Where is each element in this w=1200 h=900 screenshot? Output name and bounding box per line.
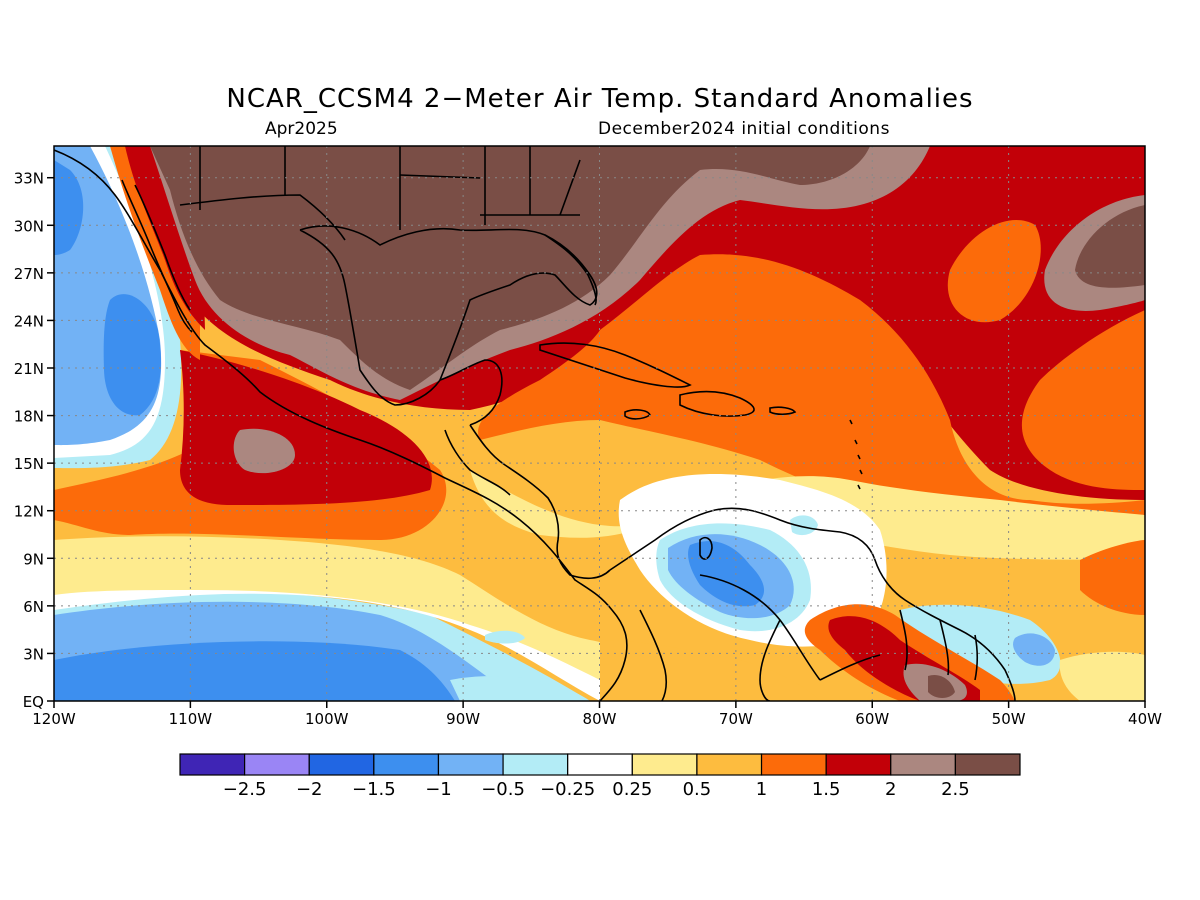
colorbar-label: 2: [885, 779, 896, 800]
y-tick-label: 33N: [14, 170, 44, 188]
anomaly-atlantic-orange-1: [947, 220, 1041, 323]
y-tick-label: 6N: [23, 598, 44, 616]
anomaly-caribbean-orange: [478, 254, 1145, 540]
colorbar-label: −0.25: [540, 779, 595, 800]
x-tick-label: 80W: [583, 710, 617, 728]
anomaly-pacific-lightblue-low: [450, 676, 590, 701]
y-tick-label: 30N: [14, 217, 44, 235]
y-tick-label: 12N: [14, 503, 44, 521]
x-tick-label: 40W: [1128, 710, 1162, 728]
colorbar-swatch: [954, 753, 1021, 776]
colorbar-swatch: [308, 753, 375, 776]
anomaly-east-yellow-low: [1059, 651, 1145, 701]
colorbar-label: −2: [296, 779, 323, 800]
anomaly-calif-blue-dark1: [54, 160, 84, 255]
colorbar-swatch: [825, 753, 892, 776]
anomaly-pacific-yellow: [54, 536, 640, 680]
y-tick-label: 3N: [23, 645, 44, 663]
colorbar-swatch: [696, 753, 763, 776]
init-conditions-label: December2024 initial conditions: [598, 119, 890, 139]
y-tick-label: 21N: [14, 360, 44, 378]
anomaly-pacific-brown-patch: [233, 428, 295, 474]
anomaly-north-darkbrown: [150, 146, 870, 390]
anomaly-pacific-blue-dark: [54, 641, 455, 701]
anomaly-field: [54, 146, 1145, 701]
anomaly-east-orange-edge: [1080, 540, 1145, 615]
colorbar-label: −2.5: [223, 779, 267, 800]
anomaly-caribbean-lightblue-speck: [790, 515, 818, 536]
colorbar-label: 1.5: [812, 779, 841, 800]
colorbar-swatch: [373, 753, 440, 776]
valid-month-label: Apr2025: [265, 119, 338, 139]
anomaly-sa-darkbrown: [928, 674, 955, 698]
colorbar: −2.5 −2 −1.5 −1 −0.5 −0.25 0.25 0.5 1 1.5 2 2.5: [179, 753, 1021, 800]
coastlines: [54, 146, 1016, 701]
map-title: NCAR_CCSM4 2−Meter Air Temp. Standard An…: [226, 84, 974, 114]
colorbar-swatch: [437, 753, 504, 776]
colorbar-label: 0.5: [683, 779, 712, 800]
anomaly-calif-blue-dark2: [103, 294, 161, 416]
colorbar-label: 2.5: [941, 779, 970, 800]
x-tick-label: 60W: [855, 710, 889, 728]
anomaly-guiana-blue: [1013, 633, 1055, 666]
colorbar-swatch: [502, 753, 569, 776]
x-tick-label: 50W: [992, 710, 1026, 728]
axis-ticks: 120W 110W 100W 90W 80W 70W 60W 50W 40W EQ 3N 6N 9N 12…: [14, 170, 1162, 728]
x-tick-label: 90W: [446, 710, 480, 728]
colorbar-swatch: [567, 753, 633, 776]
colorbar-label: −1.5: [352, 779, 396, 800]
y-tick-label: 27N: [14, 265, 44, 283]
y-tick-label: 24N: [14, 312, 44, 330]
anomaly-atlantic-darkbrown: [1075, 205, 1145, 288]
anomaly-colombia-orange: [600, 640, 820, 701]
colorbar-label: −1: [425, 779, 452, 800]
colorbar-label: 0.25: [612, 779, 652, 800]
x-tick-label: 100W: [305, 710, 349, 728]
colorbar-swatch: [244, 753, 310, 776]
y-tick-label: 18N: [14, 408, 44, 426]
x-tick-label: 120W: [32, 710, 76, 728]
anomaly-atlantic-orange-2: [1021, 310, 1145, 490]
colorbar-swatch: [890, 753, 956, 776]
y-tick-label: EQ: [23, 693, 44, 711]
x-tick-label: 110W: [169, 710, 213, 728]
colorbar-swatch: [760, 753, 827, 776]
colorbar-swatch: [631, 753, 698, 776]
x-tick-label: 70W: [719, 710, 753, 728]
colorbar-swatch: [179, 753, 246, 776]
y-tick-label: 9N: [23, 550, 44, 568]
colorbar-label: −0.5: [481, 779, 525, 800]
colorbar-label: 1: [756, 779, 767, 800]
y-tick-label: 15N: [14, 455, 44, 473]
anomaly-pacific-lightblue-speck: [485, 630, 525, 644]
grid: [54, 146, 1145, 701]
